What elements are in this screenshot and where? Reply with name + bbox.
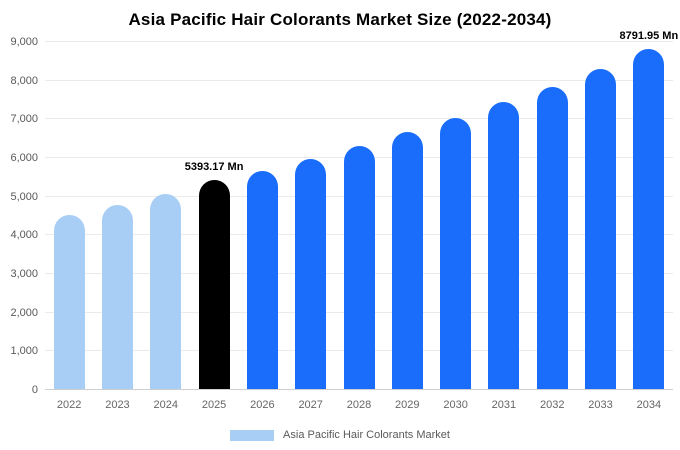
x-axis-label: 2032 — [539, 399, 565, 411]
bar-2023 — [101, 205, 133, 389]
plot-area: 0 1,000 2,000 3,000 4,000 5,000 6,000 7,000 8,00… — [10, 30, 678, 411]
bar-2026 — [246, 170, 278, 389]
y-axis-label: 4,000 — [10, 229, 38, 242]
y-axis-label: 0 — [31, 384, 38, 396]
legend-label: Asia Pacific Hair Colorants Market — [283, 429, 450, 441]
bar-2030 — [440, 118, 472, 389]
y-axis-label: 6,000 — [10, 152, 38, 164]
bar-2028 — [343, 146, 375, 389]
x-axis-label: 2027 — [298, 399, 323, 411]
gridline — [45, 79, 673, 81]
y-axis-label: 3,000 — [10, 268, 38, 280]
y-axis-label: 8,000 — [10, 74, 38, 87]
x-axis-label: 2023 — [105, 399, 130, 411]
gridline — [45, 118, 673, 120]
x-axis-label: 2024 — [153, 399, 178, 411]
x-axis-label: 2028 — [346, 399, 372, 411]
x-axis-label: 2022 — [56, 399, 82, 411]
bar-2022 — [53, 215, 85, 389]
y-axis-label: 9,000 — [10, 36, 38, 48]
chart-title: Asia Pacific Hair Colorants Market Size … — [128, 10, 552, 29]
bar-2025 — [198, 180, 230, 389]
y-axis-label: 2,000 — [10, 306, 38, 319]
x-axis-label: 2029 — [395, 399, 420, 411]
x-axis-label: 2031 — [491, 399, 517, 411]
legend-swatch — [230, 429, 275, 441]
x-axis-label: 2030 — [443, 399, 468, 411]
bar-value-annotation: 5393.17 Mn — [184, 161, 244, 174]
bar-2033 — [585, 68, 617, 389]
bar-2031 — [488, 102, 520, 389]
legend: Asia Pacific Hair Colorants Market — [0, 429, 680, 441]
bar-value-annotation: 8791.95 Mn — [619, 30, 679, 43]
bar-2029 — [391, 132, 423, 389]
gridline — [45, 389, 673, 390]
bar-2034 — [633, 49, 665, 389]
x-axis-label: 2033 — [588, 399, 613, 411]
y-axis-label: 5,000 — [10, 190, 38, 203]
gridline — [45, 41, 673, 42]
bar-2032 — [536, 87, 568, 389]
x-axis-label: 2025 — [201, 399, 227, 411]
x-axis-label: 2034 — [636, 399, 662, 411]
bar-2027 — [295, 158, 327, 389]
y-axis-label: 1,000 — [10, 345, 38, 358]
y-axis-label: 7,000 — [10, 113, 38, 126]
bar-2024 — [150, 193, 182, 389]
x-axis-label: 2026 — [250, 399, 275, 411]
